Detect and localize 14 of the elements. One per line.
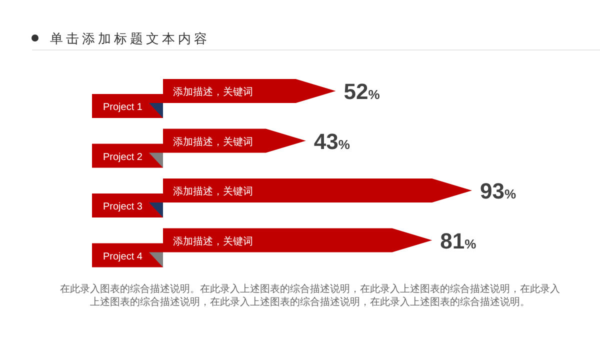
y-tick-label: Project 3 xyxy=(103,202,143,212)
chart-title: 单击添加标题文本内容 xyxy=(50,31,210,46)
text: 在此录入图表的综合描述说明。在此录入上述图表的综合描述说明，在此录入上述图表的综合描述说明，在此录入上述图表的综合描述说明，在此录入上述图表的综合描述说明，在此录入上述图表的综合描述说明。 xyxy=(60,283,560,308)
data-label: 52% xyxy=(344,79,380,104)
data-label: 81% xyxy=(440,228,477,254)
annotation: 添加描述，关键词 xyxy=(173,86,253,98)
y-tick-label: Project 2 xyxy=(103,152,143,163)
y-tick-label: Project 4 xyxy=(103,251,143,262)
data-label: 93% xyxy=(480,178,516,204)
data-label: 43% xyxy=(314,128,350,154)
annotation: 添加描述，关键词 xyxy=(173,235,253,248)
annotation: 添加描述，关键词 xyxy=(173,136,253,148)
annotation: 添加描述，关键词 xyxy=(173,186,253,198)
y-tick-label: Project 1 xyxy=(103,102,143,113)
